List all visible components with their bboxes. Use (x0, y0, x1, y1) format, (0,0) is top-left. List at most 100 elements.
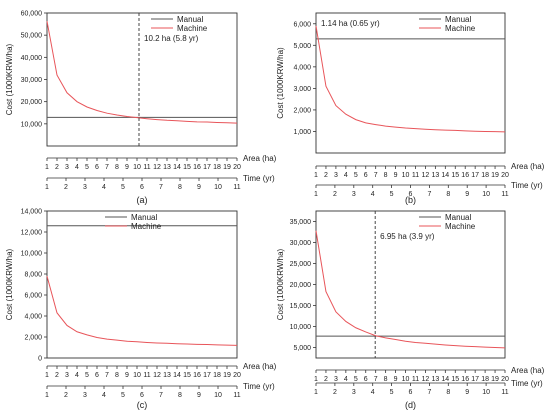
area-tick-label: 19 (223, 372, 231, 379)
legend-label-manual: Manual (131, 213, 157, 222)
area-tick-label: 9 (125, 372, 129, 379)
y-tick-label: 10,000 (21, 251, 43, 258)
area-tick-label: 7 (105, 164, 109, 171)
time-tick-label: 7 (159, 184, 163, 191)
y-axis-label: Cost (1000KRW/ha) (276, 248, 285, 320)
break-even-label: 1.14 ha (0.65 yr) (321, 19, 380, 28)
area-tick-label: 10 (402, 172, 410, 179)
area-tick-label: 9 (125, 164, 129, 171)
area-tick-label: 8 (115, 372, 119, 379)
time-tick-label: 6 (409, 191, 413, 198)
area-axis-label: Area (ha) (511, 162, 545, 171)
area-tick-label: 6 (95, 372, 99, 379)
area-tick-label: 6 (95, 164, 99, 171)
area-tick-label: 1 (314, 172, 318, 179)
time-tick-label: 1 (314, 389, 318, 396)
series-line-machine (46, 21, 238, 124)
time-tick-label: 7 (159, 392, 163, 399)
y-tick-label: 30,000 (290, 240, 312, 247)
area-tick-label: 15 (183, 372, 191, 379)
area-tick-label: 3 (334, 376, 338, 383)
area-tick-label: 16 (193, 372, 201, 379)
time-tick-label: 3 (352, 191, 356, 198)
y-tick-label: 2,000 (24, 335, 42, 342)
y-tick-label: 2,000 (293, 107, 311, 114)
area-tick-label: 10 (133, 164, 141, 171)
time-tick-label: 9 (197, 392, 201, 399)
legend-label-machine: Machine (445, 222, 476, 231)
area-tick-label: 8 (384, 172, 388, 179)
y-axis-label: Cost (1000KRW/ha) (276, 47, 285, 119)
area-tick-label: 4 (344, 172, 348, 179)
time-tick-label: 2 (333, 191, 337, 198)
time-tick-label: 1 (45, 184, 49, 191)
y-tick-label: 40,000 (21, 55, 43, 62)
legend-label-machine: Machine (177, 24, 208, 33)
series-line-machine (46, 275, 238, 346)
area-tick-label: 16 (461, 172, 469, 179)
area-tick-label: 11 (143, 164, 150, 171)
area-tick-label: 12 (153, 164, 161, 171)
y-tick-label: 3,000 (293, 86, 311, 93)
time-tick-label: 5 (121, 184, 125, 191)
time-tick-label: 2 (64, 184, 68, 191)
area-tick-label: 5 (354, 376, 358, 383)
series-line-machine (315, 25, 506, 133)
time-tick-label: 3 (83, 184, 87, 191)
area-tick-label: 2 (324, 376, 328, 383)
area-tick-label: 13 (431, 172, 439, 179)
time-tick-label: 6 (140, 392, 144, 399)
time-tick-label: 3 (83, 392, 87, 399)
time-axis-label: Time (yr) (511, 379, 543, 388)
area-tick-label: 20 (501, 376, 509, 383)
time-tick-label: 9 (197, 184, 201, 191)
y-tick-label: 4,000 (293, 64, 311, 71)
panel-label: (c) (137, 400, 148, 410)
y-tick-label: 14,000 (21, 209, 43, 216)
y-tick-label: 1,000 (293, 129, 311, 136)
time-tick-label: 11 (501, 389, 508, 396)
time-tick-label: 11 (501, 191, 508, 198)
area-tick-label: 12 (422, 376, 430, 383)
area-tick-label: 14 (173, 164, 181, 171)
time-tick-label: 7 (427, 191, 431, 198)
area-tick-label: 3 (334, 172, 338, 179)
time-tick-label: 8 (178, 184, 182, 191)
time-tick-label: 9 (465, 389, 469, 396)
area-tick-label: 18 (481, 172, 489, 179)
time-tick-label: 6 (409, 389, 413, 396)
area-tick-label: 6 (364, 376, 368, 383)
time-tick-label: 6 (140, 184, 144, 191)
area-tick-label: 15 (183, 164, 191, 171)
area-tick-label: 19 (491, 172, 499, 179)
area-tick-label: 4 (75, 372, 79, 379)
area-tick-label: 7 (374, 376, 378, 383)
area-tick-label: 1 (45, 164, 49, 171)
area-tick-label: 14 (173, 372, 181, 379)
time-axis-label: Time (yr) (511, 181, 543, 190)
time-tick-label: 10 (214, 392, 222, 399)
area-tick-label: 14 (441, 376, 449, 383)
area-tick-label: 3 (65, 372, 69, 379)
time-tick-label: 8 (446, 389, 450, 396)
area-tick-label: 2 (324, 172, 328, 179)
area-tick-label: 17 (203, 164, 211, 171)
area-axis-label: Area (ha) (243, 154, 277, 163)
time-tick-label: 5 (390, 191, 394, 198)
area-tick-label: 16 (461, 376, 469, 383)
y-tick-label: 5,000 (293, 345, 311, 352)
y-tick-label: 50,000 (21, 33, 43, 40)
area-tick-label: 19 (223, 164, 231, 171)
area-tick-label: 14 (441, 172, 449, 179)
area-tick-label: 20 (501, 172, 509, 179)
time-tick-label: 3 (352, 389, 356, 396)
legend-label-machine: Machine (131, 222, 162, 231)
area-tick-label: 15 (451, 376, 459, 383)
panel-label: (d) (405, 400, 416, 410)
area-tick-label: 5 (85, 372, 89, 379)
time-tick-label: 10 (214, 184, 222, 191)
y-axis-label: Cost (1000KRW/ha) (5, 43, 14, 115)
area-tick-label: 16 (193, 164, 201, 171)
series-line-machine (315, 230, 506, 349)
